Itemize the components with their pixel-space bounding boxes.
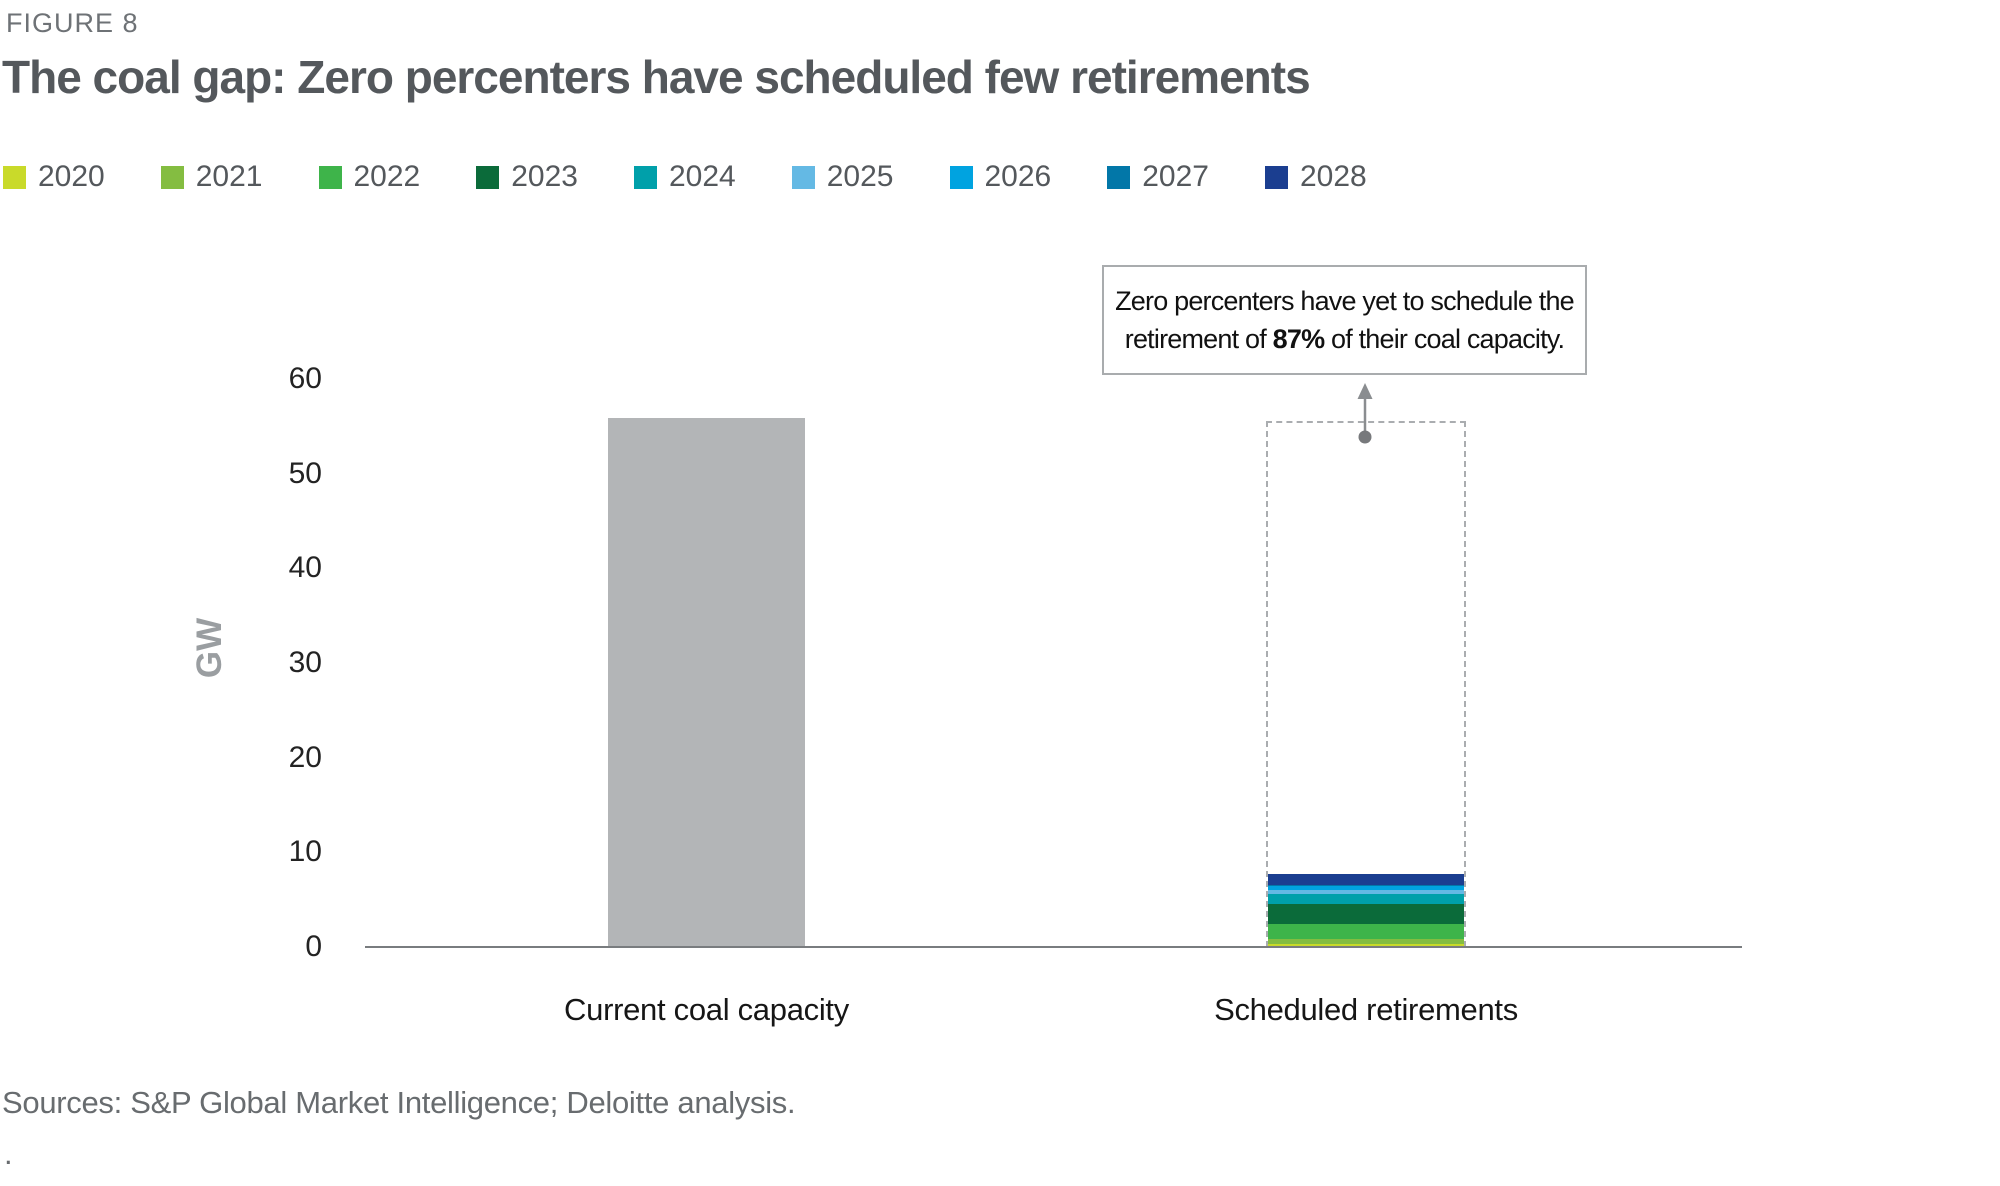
y-tick-label-30: 30 <box>288 646 322 679</box>
footnote-dot: . <box>4 1136 13 1171</box>
legend-item-2022: 2022 <box>318 160 421 194</box>
bar-segment-2022 <box>1268 924 1464 940</box>
annotation-line-2: retirement of 87% of their coal capacity… <box>1124 320 1565 358</box>
legend-swatch-2021 <box>160 165 184 189</box>
figure-label: FIGURE 8 <box>6 8 139 38</box>
annotation-arrow-icon <box>1357 383 1373 444</box>
legend-label-2028: 2028 <box>1300 160 1367 193</box>
legend-item-2020: 2020 <box>3 160 105 194</box>
bar-segment-2023 <box>1268 904 1464 925</box>
legend-label-2020: 2020 <box>38 160 105 193</box>
bar-segment-2024 <box>1268 894 1464 905</box>
legend-swatch-2024 <box>634 165 657 189</box>
legend-item-2027: 2027 <box>1107 160 1209 194</box>
bar-segment-2027 <box>1268 884 1464 887</box>
y-tick-label-20: 20 <box>288 740 322 774</box>
legend-swatch-2027 <box>1107 165 1131 189</box>
x-axis-line <box>365 946 1742 948</box>
annotation-line-2-post: of their coal capacity. <box>1324 324 1565 354</box>
bar-segment-2028 <box>1268 874 1464 885</box>
legend-item-2021: 2021 <box>160 160 263 194</box>
annotation-line-1: Zero percenters have yet to schedule the <box>1115 286 1575 316</box>
legend-item-2024: 2024 <box>634 160 736 194</box>
legend-label-2021: 2021 <box>195 160 263 193</box>
category-label-scheduled-retirements: Scheduled retirements <box>1214 992 1518 1027</box>
y-tick-label-10: 10 <box>288 835 322 869</box>
bar-segment-2026 <box>1268 886 1464 891</box>
legend-label-2026: 2026 <box>984 160 1052 193</box>
legend-swatch-2020 <box>3 165 26 189</box>
annotation-box: Zero percenters have yet to schedule the… <box>1102 265 1587 375</box>
bar-segment-2021 <box>1268 939 1464 945</box>
bar-segment-2025 <box>1268 890 1464 895</box>
legend-item-2023: 2023 <box>476 160 578 194</box>
legend-item-2026: 2026 <box>949 160 1052 194</box>
legend-swatch-2023 <box>476 165 500 189</box>
legend-swatch-2025 <box>791 165 815 189</box>
sources-text: Sources: S&P Global Market Intelligence;… <box>2 1085 796 1120</box>
y-tick-label-50: 50 <box>288 456 322 490</box>
y-axis-label: GW <box>190 617 229 679</box>
legend-item-2028: 2028 <box>1265 160 1367 194</box>
legend-swatch-2022 <box>318 165 342 189</box>
annotation-line-2-pre: retirement of <box>1124 324 1273 354</box>
category-label-current-coal-capacity: Current coal capacity <box>564 992 849 1027</box>
y-tick-label-60: 60 <box>288 362 322 395</box>
legend-label-2022: 2022 <box>353 160 421 193</box>
legend-label-2027: 2027 <box>1142 160 1209 193</box>
y-tick-label-40: 40 <box>288 551 322 585</box>
bar-segment-current-coal-capacity <box>608 417 805 947</box>
unscheduled-capacity-outline <box>1266 420 1466 947</box>
legend-swatch-2028 <box>1265 165 1288 189</box>
y-tick-label-0: 0 <box>305 930 322 963</box>
legend-swatch-2026 <box>949 165 973 189</box>
legend-item-2025: 2025 <box>791 160 894 194</box>
chart-legend: 2020 2021 2022 2023 2024 2025 2026 2027 2028 <box>3 160 1367 194</box>
legend-label-2023: 2023 <box>511 160 578 193</box>
bar-segment-2020 <box>1268 944 1464 947</box>
legend-label-2024: 2024 <box>669 160 736 193</box>
legend-label-2025: 2025 <box>826 160 894 193</box>
page-title: The coal gap: Zero percenters have sched… <box>2 51 1311 103</box>
annotation-percent-value: 87% <box>1272 324 1325 354</box>
